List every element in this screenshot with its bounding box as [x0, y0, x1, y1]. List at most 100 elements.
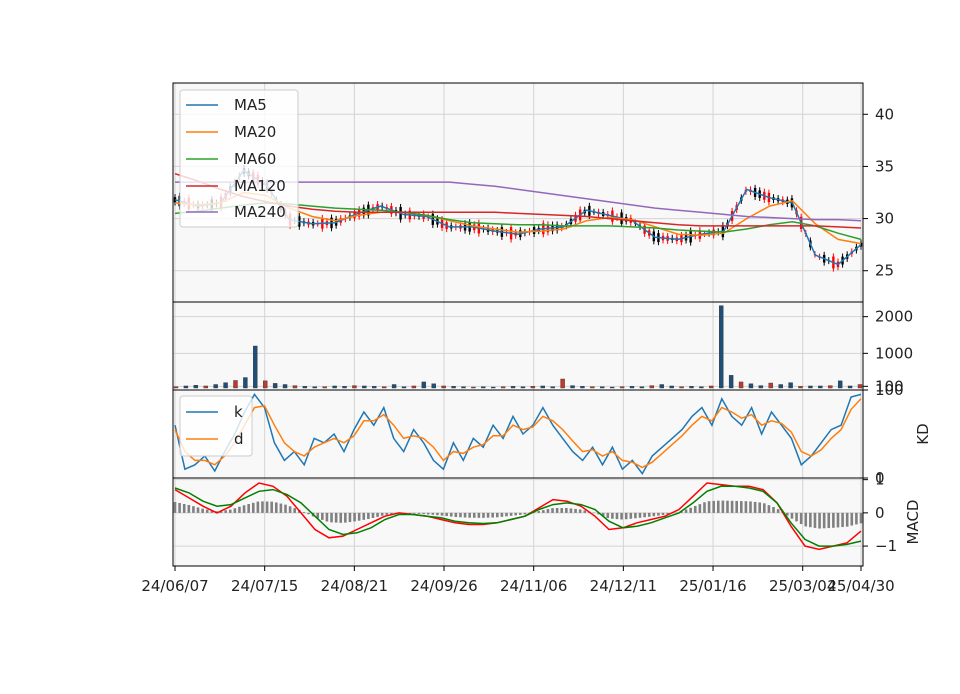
macd-hist-bar [836, 512, 840, 528]
macd-hist-bar [555, 508, 559, 513]
macd-hist-bar [288, 506, 292, 513]
volume-bar [629, 386, 635, 389]
volume-bar [471, 386, 476, 389]
macd-hist-bar [201, 508, 204, 513]
kd-panel [173, 390, 863, 478]
volume-bar [213, 384, 218, 389]
macd-hist-bar [196, 507, 200, 513]
macd-hist-bar [445, 512, 448, 517]
volume-bar [748, 383, 754, 389]
macd-hist-bar [357, 512, 361, 521]
macd-hist-bar [514, 512, 517, 516]
macd-hist-bar [601, 512, 605, 517]
macd-hist-bar [339, 512, 343, 523]
macd-hist-bar [809, 512, 812, 528]
macd-hist-bar [726, 500, 729, 513]
macd-hist-bar [436, 512, 439, 516]
macd-hist-bar [380, 512, 384, 516]
macd-hist-bar [491, 512, 494, 518]
y-tick-label: 25 [875, 262, 894, 280]
macd-hist-bar [486, 512, 490, 518]
macd-hist-bar [643, 512, 646, 518]
legend-label: MA20 [234, 123, 276, 141]
macd-hist-bar [795, 512, 798, 522]
volume-bar [292, 385, 298, 389]
macd-hist-bar [721, 500, 725, 513]
macd-hist-bar [390, 512, 393, 515]
macd-hist-bar [334, 512, 338, 523]
macd-hist-bar [210, 510, 214, 513]
volume-bar [560, 378, 565, 389]
macd-line [174, 485, 862, 547]
macd-hist-bar [344, 512, 347, 523]
macd-hist-bar [459, 512, 462, 518]
volume-bar [411, 385, 417, 389]
volume-bar [649, 385, 655, 389]
y-tick-label: 100 [875, 377, 904, 395]
macd-hist-bar [629, 512, 633, 519]
legend-entry-d: d [186, 430, 244, 448]
macd-ylabel: MACD [904, 500, 922, 545]
volume-bar [481, 386, 486, 389]
legend-entry-ma20: MA20 [186, 123, 276, 141]
x-tick-label: 25/01/16 [679, 577, 746, 595]
macd-hist-bar [505, 512, 508, 517]
macd-hist-bar [376, 512, 379, 517]
y-tick-label: 30 [875, 210, 894, 228]
legend-label: d [234, 430, 244, 448]
macd-hist-bar [744, 501, 748, 513]
macd-hist-bar [730, 500, 734, 513]
volume-bar [530, 386, 536, 389]
legend-entry-ma5: MA5 [186, 96, 267, 114]
macd-hist-bar [367, 512, 370, 519]
volume-bar [491, 386, 496, 389]
y-tick-label: 0 [875, 469, 885, 487]
volume-bar [183, 385, 189, 389]
legend-label: MA60 [234, 150, 276, 168]
kd-line [174, 398, 862, 469]
macd-hist-bar [472, 512, 476, 518]
y-tick-label: 0 [875, 504, 885, 522]
volume-bar [253, 345, 258, 389]
macd-hist-bar [426, 512, 430, 515]
volume-bar [372, 386, 377, 389]
macd-hist-bar [597, 512, 600, 515]
macd-hist-bar [822, 512, 826, 529]
x-tick-label: 24/07/15 [231, 577, 298, 595]
macd-hist-bar [739, 501, 743, 513]
macd-hist-bar [546, 509, 550, 513]
macd-hist-bar [330, 512, 333, 523]
volume-bar [570, 385, 575, 389]
volume-bar [699, 386, 704, 389]
macd-hist-bar [689, 507, 692, 513]
macd-hist-bar [270, 501, 273, 513]
macd-hist-bar [790, 512, 794, 519]
volume-bar [847, 385, 853, 389]
volume-bar [659, 384, 664, 389]
volume-bar [600, 386, 605, 389]
kd-ylabel: KD [914, 423, 932, 444]
macd-hist-bar [205, 509, 209, 513]
x-tick-label: 24/06/07 [141, 577, 208, 595]
macd-hist-bar [675, 512, 679, 514]
macd-hist-bar [859, 512, 863, 524]
macd-hist-bar [178, 503, 181, 513]
volume-bar [798, 386, 803, 389]
y-tick-label: 40 [875, 105, 894, 123]
y-tick-label: 1000 [875, 344, 913, 362]
macd-hist-bar [251, 502, 255, 513]
macd-hist-bar [182, 503, 186, 513]
x-tick-label: 24/12/11 [590, 577, 657, 595]
volume-bar [500, 386, 506, 389]
macd-hist-bar [468, 512, 471, 518]
volume-bar [431, 383, 436, 389]
macd-hist-bar [523, 512, 527, 515]
volume-bar [818, 385, 823, 389]
volume-bar [510, 386, 516, 389]
macd-hist-bar [500, 512, 504, 517]
y-tick-label: 2000 [875, 308, 913, 326]
macd-hist-bar [749, 501, 752, 513]
macd-hist-bar [565, 508, 568, 513]
macd-hist-bar [813, 512, 817, 528]
